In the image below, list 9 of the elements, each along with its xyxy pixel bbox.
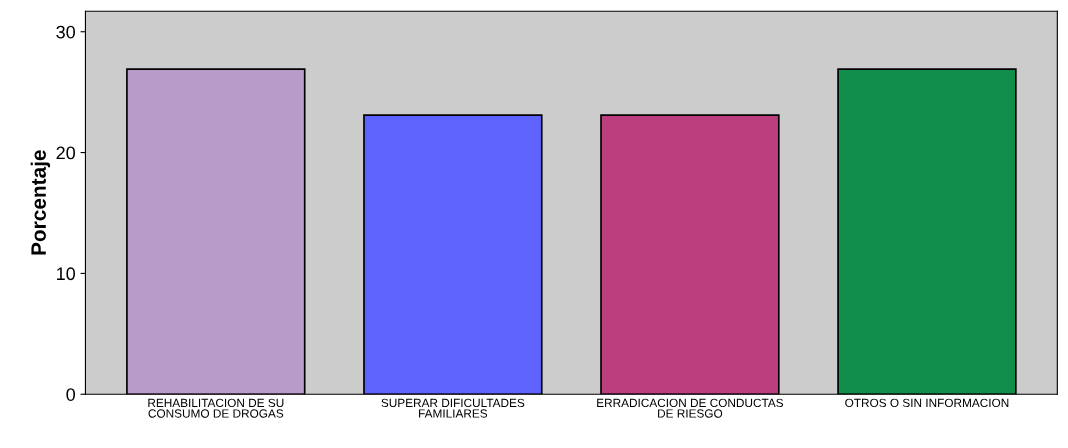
x-tick-label: SUPERAR DIFICULTADES FAMILIARES	[381, 398, 525, 418]
y-axis-title: Porcentaje	[30, 150, 51, 255]
x-tick-label: REHABILITACION DE SU CONSUMO DE DROGAS	[148, 398, 284, 418]
y-tick-label: 10	[57, 267, 76, 281]
x-tick-label: ERRADICACION DE CONDUCTAS DE RIESGO	[597, 398, 784, 418]
y-tick-label: 30	[56, 25, 76, 39]
y-tick-label: 0	[66, 388, 76, 401]
y-tick-label: 20	[56, 146, 76, 160]
x-tick-label: OTROS O SIN INFORMACION	[845, 398, 1009, 408]
